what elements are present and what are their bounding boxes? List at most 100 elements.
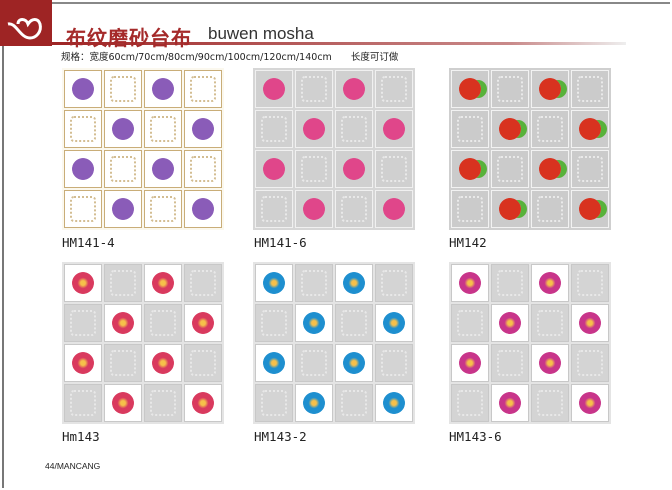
ornament-cell	[64, 190, 102, 228]
apple-icon	[579, 118, 601, 140]
motif-cell	[375, 384, 413, 422]
title-english: buwen mosha	[208, 24, 314, 43]
ornament-cell	[64, 384, 102, 422]
motif-cell	[451, 70, 489, 108]
motif-cell	[571, 190, 609, 228]
pattern-swatch-hm141-6	[253, 68, 415, 230]
ornament-cell	[184, 70, 222, 108]
blue-gerbera-icon	[303, 312, 325, 334]
ornament-cell	[375, 70, 413, 108]
spec-length-note: 长度可订做	[350, 52, 399, 63]
product-code: HM143-6	[449, 429, 502, 444]
motif-cell	[571, 384, 609, 422]
motif-cell	[375, 190, 413, 228]
ornament-icon	[537, 196, 563, 222]
apple-icon	[539, 158, 561, 180]
red-gerbera-icon	[152, 272, 174, 294]
motif-cell	[335, 70, 373, 108]
motif-cell	[571, 110, 609, 148]
pattern-swatch-hm143	[62, 262, 224, 424]
ornament-icon	[457, 310, 483, 336]
ornament-cell	[531, 384, 569, 422]
ornament-icon	[150, 390, 176, 416]
header-rule	[52, 42, 626, 45]
ornament-cell	[184, 264, 222, 302]
motif-cell	[64, 264, 102, 302]
ornament-cell	[335, 384, 373, 422]
motif-cell	[255, 264, 293, 302]
ornament-icon	[381, 270, 407, 296]
ornament-icon	[110, 76, 136, 102]
ornament-icon	[261, 390, 287, 416]
product-code: HM143-2	[254, 429, 307, 444]
red-gerbera-icon	[152, 352, 174, 374]
spec-widths: 规格：宽度60cm/70cm/80cm/90cm/100cm/120cm/140…	[61, 52, 332, 63]
ornament-icon	[150, 116, 176, 142]
pattern-swatch-hm143-2	[253, 262, 415, 424]
red-gerbera-icon	[192, 312, 214, 334]
apple-icon	[459, 158, 481, 180]
motif-cell	[451, 344, 489, 382]
blue-gerbera-icon	[343, 272, 365, 294]
motif-cell	[64, 70, 102, 108]
ornament-cell	[451, 110, 489, 148]
pink-rose-icon	[343, 158, 365, 180]
motif-cell	[104, 110, 142, 148]
motif-cell	[64, 344, 102, 382]
motif-cell	[64, 150, 102, 188]
ornament-cell	[295, 70, 333, 108]
title-chinese: 布纹磨砂台布	[66, 26, 192, 50]
ornament-icon	[190, 270, 216, 296]
blue-gerbera-icon	[343, 352, 365, 374]
ornament-icon	[457, 196, 483, 222]
ornament-cell	[184, 150, 222, 188]
motif-cell	[295, 304, 333, 342]
ornament-icon	[457, 116, 483, 142]
ornament-cell	[295, 344, 333, 382]
blue-gerbera-icon	[383, 392, 405, 414]
ornament-cell	[571, 150, 609, 188]
ornament-icon	[190, 350, 216, 376]
ornament-icon	[70, 390, 96, 416]
magenta-gerbera-icon	[499, 392, 521, 414]
red-gerbera-icon	[112, 392, 134, 414]
ornament-icon	[110, 350, 136, 376]
ornament-icon	[537, 116, 563, 142]
ornament-icon	[190, 76, 216, 102]
pattern-swatch-hm142	[449, 68, 611, 230]
ornament-icon	[301, 270, 327, 296]
ornament-cell	[335, 304, 373, 342]
ornament-icon	[110, 270, 136, 296]
pink-rose-icon	[383, 198, 405, 220]
magenta-gerbera-icon	[459, 352, 481, 374]
purple-rose-icon	[72, 158, 94, 180]
motif-cell	[451, 264, 489, 302]
apple-icon	[579, 198, 601, 220]
page-footer: 44/MANCANG	[45, 461, 101, 471]
ornament-icon	[497, 350, 523, 376]
ornament-icon	[110, 156, 136, 182]
ornament-icon	[497, 76, 523, 102]
apple-icon	[539, 78, 561, 100]
purple-rose-icon	[152, 158, 174, 180]
motif-cell	[144, 150, 182, 188]
ornament-icon	[537, 310, 563, 336]
pink-rose-icon	[263, 158, 285, 180]
ornament-icon	[150, 196, 176, 222]
magenta-gerbera-icon	[579, 312, 601, 334]
ornament-icon	[341, 116, 367, 142]
ornament-cell	[531, 110, 569, 148]
ornament-cell	[255, 190, 293, 228]
ornament-icon	[577, 270, 603, 296]
motif-cell	[531, 70, 569, 108]
motif-cell	[184, 190, 222, 228]
ornament-cell	[531, 304, 569, 342]
magenta-gerbera-icon	[579, 392, 601, 414]
product-code: HM141-4	[62, 235, 115, 250]
magenta-gerbera-icon	[499, 312, 521, 334]
ornament-cell	[335, 110, 373, 148]
ornament-icon	[150, 310, 176, 336]
ornament-cell	[144, 190, 182, 228]
ornament-icon	[381, 76, 407, 102]
